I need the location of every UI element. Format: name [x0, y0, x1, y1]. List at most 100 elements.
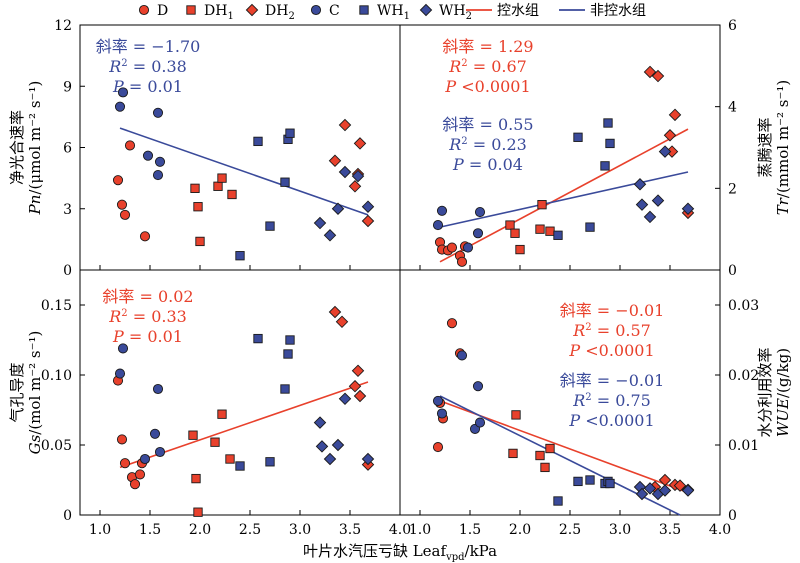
point-DH1	[195, 236, 205, 247]
legend-label: WH1	[377, 3, 410, 22]
series-WH1	[553, 118, 615, 240]
series-WH1	[235, 333, 295, 471]
point-DH2	[348, 180, 362, 193]
point-DH2	[328, 154, 342, 168]
stats-line: R2 = 0.67	[448, 57, 527, 76]
point-DH1	[193, 202, 203, 212]
stats-lead: R	[108, 57, 121, 76]
legend-label: 控水组	[497, 3, 539, 19]
stats-lead: 斜率	[102, 287, 134, 306]
point-D	[134, 469, 146, 480]
x-tick-label: 1.0	[89, 522, 111, 538]
stats-line: R2 = 0.57	[572, 321, 651, 340]
legend-swatch-diamond	[245, 3, 259, 17]
legend-item-7: 非控水组	[559, 3, 646, 19]
point-D	[119, 209, 131, 220]
x-axis-label-tail: /kPa	[465, 542, 498, 560]
y-tick-label: 4	[728, 100, 737, 116]
x-axis-label: 叶片水汽压亏缺 Leafvpd/kPa	[303, 542, 497, 563]
legend-label: DH1	[204, 3, 234, 22]
point-DH2	[673, 479, 687, 492]
point-WH1	[280, 177, 290, 187]
point-D	[129, 479, 141, 490]
stats-line: 斜率 = −1.70	[96, 37, 201, 56]
point-C	[432, 395, 444, 406]
stats-value: = 0.38	[128, 57, 187, 76]
point-WH1	[585, 222, 595, 232]
legend-item-1: DH1	[186, 3, 234, 22]
point-C	[117, 87, 129, 98]
x-axis-label-main: 叶片水汽压亏缺 Leaf	[303, 542, 448, 560]
point-DH2	[328, 305, 342, 319]
point-DH1	[535, 450, 545, 461]
point-DH1	[510, 228, 520, 238]
stats-lead: R	[572, 321, 585, 340]
point-DH1	[213, 181, 223, 191]
y-axis-label-unit: WUE/(g/kg)	[774, 348, 792, 437]
stats-value: = 0.67	[468, 57, 527, 76]
stats-value: = 0.02	[134, 287, 193, 306]
stats-line: R2 = 0.38	[108, 57, 187, 76]
legend: D DH1 DH2 C WH1 WH2 控水组 非控水组	[138, 3, 646, 22]
y-axis-label-unit: Tr/(mmol m⁻² s⁻¹)	[774, 80, 792, 216]
point-DH2	[668, 108, 682, 122]
point-D	[139, 231, 151, 242]
point-D	[432, 442, 444, 453]
point-WH2	[361, 200, 375, 213]
point-C	[436, 408, 448, 419]
y-axis-label-var: Tr	[774, 197, 792, 215]
legend-label-sub: 1	[404, 11, 410, 22]
stats-line: P = 0.04	[452, 155, 523, 174]
point-DH1	[537, 200, 547, 210]
series-DH2	[643, 65, 695, 220]
y-axis-label-units: /(g/kg)	[774, 348, 792, 398]
point-DH2	[348, 379, 362, 393]
x-tick-label: 2.0	[509, 522, 531, 538]
point-WH1	[283, 349, 293, 359]
stats-lead: P	[112, 327, 124, 346]
stats-value: = 0.57	[592, 321, 651, 340]
point-WH1	[280, 384, 290, 394]
point-WH1	[253, 136, 263, 147]
point-WH2	[681, 484, 695, 497]
panel-frame	[399, 269, 721, 516]
y-axis-label-unit: Gs/(mol m⁻² s⁻¹)	[26, 331, 44, 455]
legend-swatch-circle	[138, 4, 150, 16]
point-WH2	[331, 438, 345, 452]
stats-lead: P	[452, 155, 464, 174]
series-DH1	[190, 173, 237, 247]
legend-swatch-square	[186, 5, 196, 15]
legend-label-sub: 2	[466, 11, 472, 22]
x-tick-label: 3.5	[339, 522, 361, 538]
point-WH1	[285, 128, 295, 138]
series-DH1	[188, 409, 235, 517]
series-WH2	[313, 165, 375, 242]
point-C	[117, 343, 129, 354]
legend-label: C	[329, 3, 340, 19]
point-DH1	[217, 173, 227, 183]
point-C	[472, 381, 484, 392]
y-tick-label: 0	[728, 508, 737, 524]
point-WH2	[351, 169, 365, 183]
y-tick-label: 0	[63, 263, 72, 279]
stats-line: 斜率 = 1.29	[442, 37, 533, 56]
point-WH1	[235, 461, 245, 471]
point-WH2	[635, 487, 649, 501]
point-DH2	[335, 315, 349, 329]
y-axis-label-units: /(mmol m⁻² s⁻¹)	[774, 80, 792, 198]
point-C	[152, 170, 164, 181]
point-WH1	[285, 335, 295, 345]
stats-lead: 斜率	[96, 37, 128, 56]
stats-lead: R	[448, 135, 461, 154]
point-C	[472, 228, 484, 239]
stats-sup: 2	[461, 136, 467, 147]
point-WH1	[265, 221, 275, 231]
series-DH2	[328, 305, 375, 471]
stats-line: R2 = 0.33	[108, 307, 187, 326]
series-DH1	[508, 410, 555, 473]
y-axis-label-cn: 水分利用效率	[756, 347, 774, 437]
